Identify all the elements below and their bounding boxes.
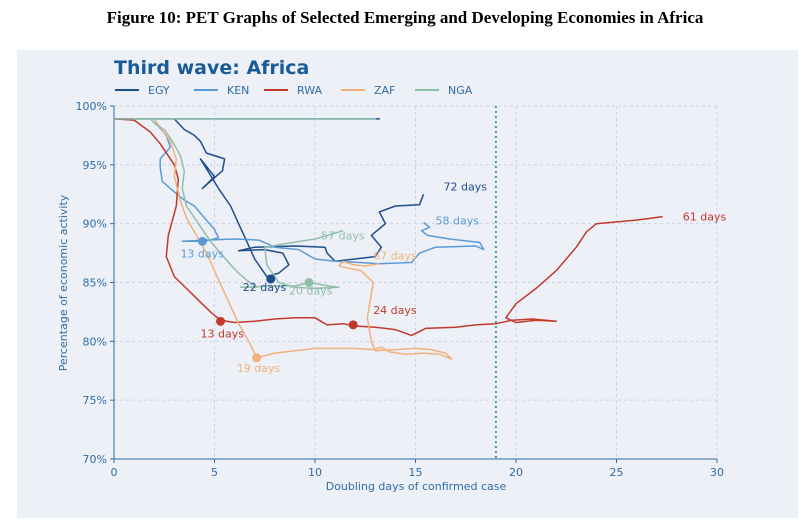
chart-svg: Third wave: Africa EGY KEN RWA ZAF NGA 0 5 10 1…	[57, 57, 726, 493]
x-tick-label: 10	[308, 466, 322, 479]
series-layer	[113, 118, 663, 360]
figure-caption: Figure 10: PET Graphs of Selected Emergi…	[106, 8, 704, 27]
series-marker-rwa	[216, 316, 226, 326]
y-tick-label: 95%	[83, 159, 107, 172]
x-tick-label: 0	[111, 466, 118, 479]
y-tick-label: 70%	[83, 453, 107, 466]
x-tick-label: 25	[610, 466, 624, 479]
y-tick-label: 90%	[83, 218, 107, 231]
series-marker-label-nga: 20 days	[289, 285, 333, 298]
x-tick-label: 15	[409, 466, 423, 479]
series-marker2-rwa	[348, 320, 358, 330]
x-axis-title: Doubling days of confirmed case	[326, 480, 507, 493]
series-end-label-nga: 57 days	[321, 230, 365, 243]
series-end-label-rwa: 61 days	[683, 211, 727, 224]
series-marker-label-rwa: 13 days	[201, 327, 245, 340]
series-end-label-zaf: 67 days	[373, 250, 417, 263]
y-tick-label: 85%	[83, 277, 107, 290]
series-marker-egy	[266, 274, 276, 284]
y-axis-title: Percentage of economic activity	[57, 194, 70, 371]
series-line-zaf	[153, 118, 453, 360]
legend-label-egy: EGY	[148, 84, 170, 97]
chart-title: Third wave: Africa	[114, 57, 309, 79]
x-tick-label: 5	[211, 466, 218, 479]
x-tick-label: 20	[509, 466, 523, 479]
legend-label-rwa: RWA	[297, 84, 322, 97]
x-tick-label: 30	[710, 466, 724, 479]
legend-label-nga: NGA	[448, 84, 473, 97]
legend-label-ken: KEN	[227, 84, 249, 97]
series-marker-ken	[197, 236, 207, 246]
legend-label-zaf: ZAF	[374, 84, 395, 97]
series-end-label-ken: 58 days	[436, 214, 480, 227]
series-marker2-label-rwa: 24 days	[373, 304, 417, 317]
y-tick-label: 100%	[76, 100, 107, 113]
series-marker-zaf	[252, 353, 262, 363]
series-marker-label-zaf: 19 days	[237, 362, 281, 375]
series-line-ken	[153, 118, 485, 265]
y-tick-label: 80%	[83, 335, 107, 348]
grid	[114, 105, 718, 459]
series-marker-label-ken: 13 days	[180, 247, 224, 260]
series-labels: 72 days 22 days 58 days 13 days 61 days 13 da…	[180, 180, 726, 375]
series-end-label-egy: 72 days	[444, 180, 488, 193]
axes: 0 5 10 15 20 25 30 70% 75% 80% 85% 90% 95% 100%	[76, 100, 724, 479]
chart-panel: Third wave: Africa EGY KEN RWA ZAF NGA 0 5 10 1…	[17, 50, 798, 518]
series-marker-nga	[304, 278, 314, 287]
series-line-egy	[114, 118, 425, 278]
y-tick-label: 75%	[83, 394, 107, 407]
series-line-nga	[114, 118, 377, 290]
legend: EGY KEN RWA ZAF NGA	[115, 84, 473, 97]
series-marker-label-egy: 22 days	[243, 281, 287, 294]
